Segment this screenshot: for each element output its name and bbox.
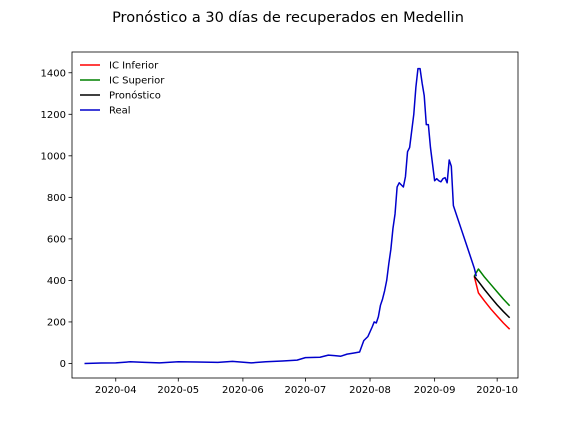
y-tick-label: 0 <box>60 359 66 370</box>
axes-frame <box>71 51 519 379</box>
chart-title: Pronóstico a 30 días de recuperados en M… <box>112 10 464 26</box>
y-tick-label: 800 <box>47 193 66 204</box>
legend-label-pronostico: Pronóstico <box>109 90 161 102</box>
series-line-ic-superior <box>473 268 511 307</box>
y-tick-label: 200 <box>47 317 66 328</box>
x-tick-label: 2020-05 <box>157 385 199 396</box>
x-tick-label: 2020-10 <box>476 385 518 396</box>
series-line-real <box>84 67 478 365</box>
plot-lines <box>84 67 511 365</box>
y-tick-label: 600 <box>47 234 66 245</box>
legend-label-ic-superior: IC Superior <box>109 76 165 87</box>
x-tick-label: 2020-07 <box>285 385 327 396</box>
y-tick-label: 1400 <box>41 68 66 79</box>
y-tick-label: 400 <box>47 276 66 287</box>
y-tick-label: 1000 <box>41 151 66 162</box>
x-tick-label: 2020-09 <box>414 385 456 396</box>
x-tick-label: 2020-04 <box>95 385 137 396</box>
y-axis-ticks: 0 200 400 600 800 1000 1200 1400 <box>41 68 72 370</box>
legend-label-real: Real <box>109 106 131 117</box>
x-tick-label: 2020-06 <box>222 385 264 396</box>
x-tick-label: 2020-08 <box>349 385 391 396</box>
legend-label-ic-inferior: IC Inferior <box>109 61 159 72</box>
series-line-pronostico <box>473 275 511 319</box>
y-tick-label: 1200 <box>41 110 66 121</box>
legend: IC Inferior IC Superior Pronóstico Real <box>80 61 165 117</box>
x-axis-ticks: 2020-04 2020-05 2020-06 2020-07 2020-08 2020-… <box>95 378 518 396</box>
series-line-ic-inferior <box>473 276 511 330</box>
